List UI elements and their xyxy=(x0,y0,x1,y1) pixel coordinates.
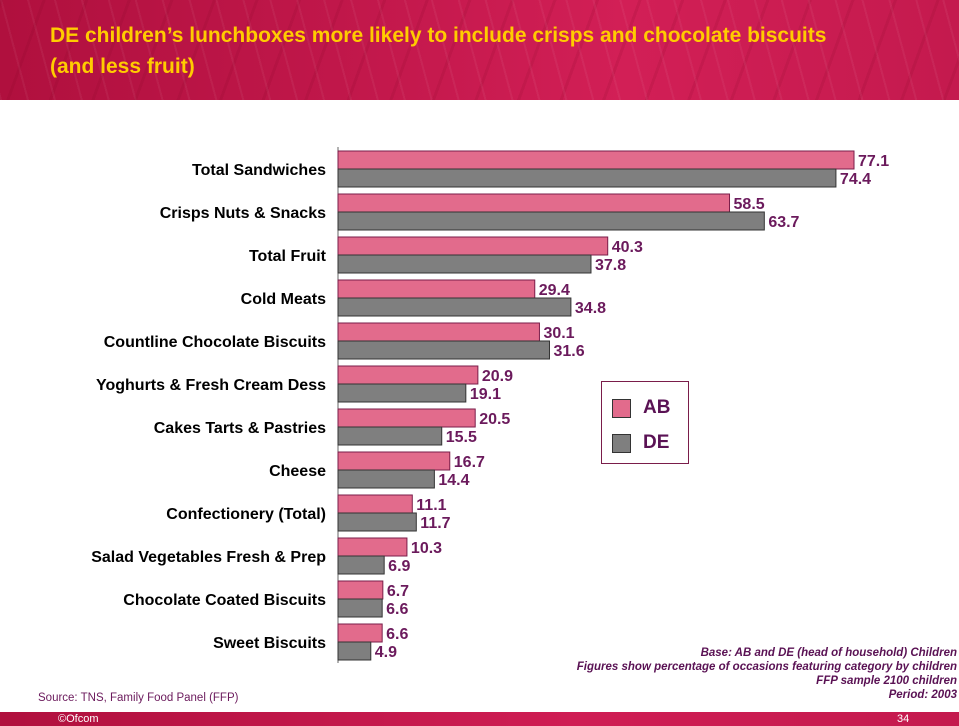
bar-ab xyxy=(337,494,413,514)
bar-ab xyxy=(337,623,383,643)
data-label-ab: 6.7 xyxy=(387,583,409,600)
bar-de xyxy=(337,297,572,317)
legend-label-ab: AB xyxy=(643,397,671,418)
slide-footer: ©Ofcom 34 xyxy=(0,712,959,726)
bar-de xyxy=(337,641,372,661)
data-label-ab: 16.7 xyxy=(454,454,485,471)
data-label-ab: 30.1 xyxy=(543,325,574,342)
bar-ab xyxy=(337,451,451,471)
data-label-ab: 40.3 xyxy=(612,239,643,256)
data-label-de: 6.9 xyxy=(388,558,410,575)
bar-ab xyxy=(337,365,479,385)
copyright-text: ©Ofcom xyxy=(58,713,99,725)
data-label-de: 63.7 xyxy=(768,214,799,231)
data-label-ab: 77.1 xyxy=(858,153,889,170)
bar-ab xyxy=(337,322,540,342)
category-label: Yoghurts & Fresh Cream Dess xyxy=(96,377,326,394)
bar-ab xyxy=(337,279,536,299)
category-label: Total Sandwiches xyxy=(192,162,326,179)
data-label-de: 19.1 xyxy=(470,386,501,403)
data-label-de: 37.8 xyxy=(595,257,626,274)
bar-de xyxy=(337,340,550,360)
data-label-ab: 58.5 xyxy=(734,196,765,213)
bar-de xyxy=(337,168,837,188)
data-label-ab: 11.1 xyxy=(416,497,446,514)
legend-swatch-ab xyxy=(612,398,631,418)
data-label-ab: 6.6 xyxy=(386,626,408,643)
data-label-de: 11.7 xyxy=(420,515,450,532)
bar-ab xyxy=(337,537,408,557)
source-text: Source: TNS, Family Food Panel (FFP) xyxy=(38,692,239,704)
data-label-de: 14.4 xyxy=(438,472,469,489)
bar-ab xyxy=(337,193,731,213)
data-label-de: 15.5 xyxy=(446,429,477,446)
data-label-ab: 10.3 xyxy=(411,540,442,557)
note-line: Figures show percentage of occasions fea… xyxy=(576,661,957,673)
bar-de xyxy=(337,555,385,575)
data-label-ab: 29.4 xyxy=(539,282,570,299)
bar-de xyxy=(337,383,467,403)
legend-label-de: DE xyxy=(643,432,670,453)
legend-item-de: DE xyxy=(612,432,669,454)
bar-ab xyxy=(337,236,609,256)
data-label-de: 6.6 xyxy=(386,601,408,618)
category-label: Crisps Nuts & Snacks xyxy=(160,205,326,222)
data-label-de: 31.6 xyxy=(553,343,584,360)
category-label: Cakes Tarts & Pastries xyxy=(154,420,326,437)
bar-de xyxy=(337,512,417,532)
category-label: Confectionery (Total) xyxy=(166,506,326,523)
category-label: Salad Vegetables Fresh & Prep xyxy=(91,549,326,566)
bar-ab xyxy=(337,408,476,428)
slide-header: DE children’s lunchboxes more likely to … xyxy=(0,0,959,100)
page-number: 34 xyxy=(897,713,910,725)
bar-de xyxy=(337,469,435,489)
note-line: Period: 2003 xyxy=(888,689,957,701)
category-label: Cheese xyxy=(269,463,326,480)
data-label-de: 34.8 xyxy=(575,300,606,317)
note-line: Base: AB and DE (head of household) Chil… xyxy=(700,647,957,659)
data-label-ab: 20.9 xyxy=(482,368,513,385)
data-label-de: 74.4 xyxy=(840,171,871,188)
legend-swatch-de xyxy=(612,433,631,453)
category-label: Chocolate Coated Biscuits xyxy=(123,592,326,609)
category-label: Cold Meats xyxy=(241,291,326,308)
bar-chart: Total Sandwiches 77.174.4 Crisps Nuts & Sn… xyxy=(91,147,889,663)
base-note: Base: AB and DE (head of household) Chil… xyxy=(437,646,957,702)
slide-title: DE children’s lunchboxes more likely to … xyxy=(50,24,827,78)
chart-legend: AB DE xyxy=(601,381,689,464)
bar-de xyxy=(337,211,765,231)
bar-ab xyxy=(337,150,855,170)
bar-ab xyxy=(337,580,384,600)
legend-item-ab: AB xyxy=(612,397,670,419)
note-line: FFP sample 2100 children xyxy=(816,675,957,687)
data-label-ab: 20.5 xyxy=(479,411,510,428)
category-label: Total Fruit xyxy=(249,248,327,265)
category-label: Countline Chocolate Biscuits xyxy=(104,334,326,351)
data-label-de: 4.9 xyxy=(375,644,397,661)
category-label: Sweet Biscuits xyxy=(213,635,326,652)
bar-de xyxy=(337,254,592,274)
bar-de xyxy=(337,426,443,446)
bar-de xyxy=(337,598,383,618)
